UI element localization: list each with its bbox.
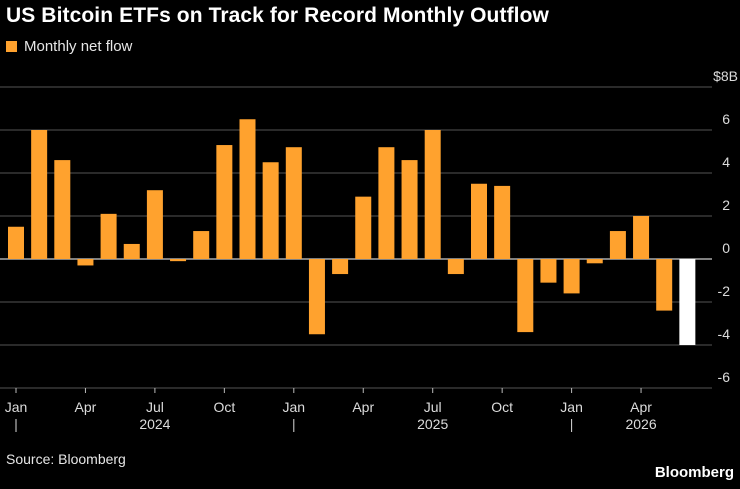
year-label: 2025 bbox=[417, 416, 448, 432]
bar-2024-04 bbox=[77, 259, 94, 266]
bar-2024-09 bbox=[193, 231, 210, 259]
x-axis-ticks: Jan Apr Jul Oct Jan Apr Jul Oct Jan Apr 2024 2025 20… bbox=[5, 388, 657, 432]
x-tick-label: Apr bbox=[75, 399, 97, 415]
bar-2026-01 bbox=[563, 259, 580, 294]
bar-2026-05 bbox=[656, 259, 673, 311]
y-tick-label: 2 bbox=[722, 197, 730, 213]
bar-2026-03 bbox=[609, 231, 626, 259]
bar-2024-07 bbox=[146, 190, 163, 259]
bar-2025-02 bbox=[308, 259, 325, 335]
bars bbox=[8, 119, 696, 345]
bar-2026-04 bbox=[633, 216, 650, 259]
y-tick-label: 0 bbox=[722, 240, 730, 256]
bar-2024-08 bbox=[170, 259, 187, 262]
x-tick-label: Apr bbox=[352, 399, 374, 415]
x-tick-label: Jan bbox=[283, 399, 306, 415]
bar-2024-06 bbox=[123, 243, 140, 259]
bar-2024-02 bbox=[31, 130, 48, 259]
bar-2025-03 bbox=[332, 259, 349, 275]
x-tick-label: Jan bbox=[560, 399, 583, 415]
y-axis-ticks: -6 -4 -2 0 2 4 6 $8B bbox=[713, 68, 738, 385]
y-tick-label: 6 bbox=[722, 111, 730, 127]
bar-2025-08 bbox=[447, 259, 464, 275]
bar-2025-12 bbox=[540, 259, 557, 283]
year-label: 2024 bbox=[139, 416, 170, 432]
brand-logo-text: Bloomberg bbox=[654, 464, 734, 481]
y-unit-label: $8B bbox=[713, 68, 738, 84]
bar-2025-07 bbox=[424, 130, 441, 259]
bar-2025-11 bbox=[517, 259, 534, 333]
legend: Monthly net flow bbox=[6, 38, 132, 55]
legend-swatch bbox=[6, 41, 17, 52]
x-tick-label: Oct bbox=[213, 399, 235, 415]
y-tick-label: -2 bbox=[718, 283, 731, 299]
chart-title: US Bitcoin ETFs on Track for Record Mont… bbox=[6, 4, 549, 27]
x-tick-label: Jul bbox=[146, 399, 164, 415]
y-tick-label: 4 bbox=[722, 154, 730, 170]
y-tick-label: -6 bbox=[718, 369, 731, 385]
bar-2024-12 bbox=[262, 162, 279, 259]
bar-2025-05 bbox=[378, 147, 395, 259]
bar-2025-09 bbox=[471, 183, 487, 259]
bar-2024-05 bbox=[100, 213, 117, 259]
bar-2024-03 bbox=[54, 160, 71, 259]
source-note: Source: Bloomberg bbox=[6, 451, 126, 467]
bar-2025-04 bbox=[355, 196, 372, 259]
legend-label: Monthly net flow bbox=[24, 38, 133, 55]
bar-2025-06 bbox=[401, 160, 418, 259]
bar-2024-11 bbox=[239, 119, 256, 259]
bar-2026-02 bbox=[586, 259, 603, 264]
x-tick-label: Oct bbox=[491, 399, 513, 415]
bar-2024-01 bbox=[8, 226, 24, 259]
x-tick-label: Apr bbox=[630, 399, 652, 415]
x-tick-label: Jan bbox=[5, 399, 28, 415]
bar-2026-06 bbox=[679, 259, 696, 345]
bar-2025-01 bbox=[285, 147, 302, 259]
x-tick-label: Jul bbox=[424, 399, 442, 415]
y-tick-label: -4 bbox=[718, 326, 731, 342]
bar-2024-10 bbox=[216, 145, 233, 259]
year-label: 2026 bbox=[625, 416, 656, 432]
bar-2025-10 bbox=[494, 185, 511, 259]
